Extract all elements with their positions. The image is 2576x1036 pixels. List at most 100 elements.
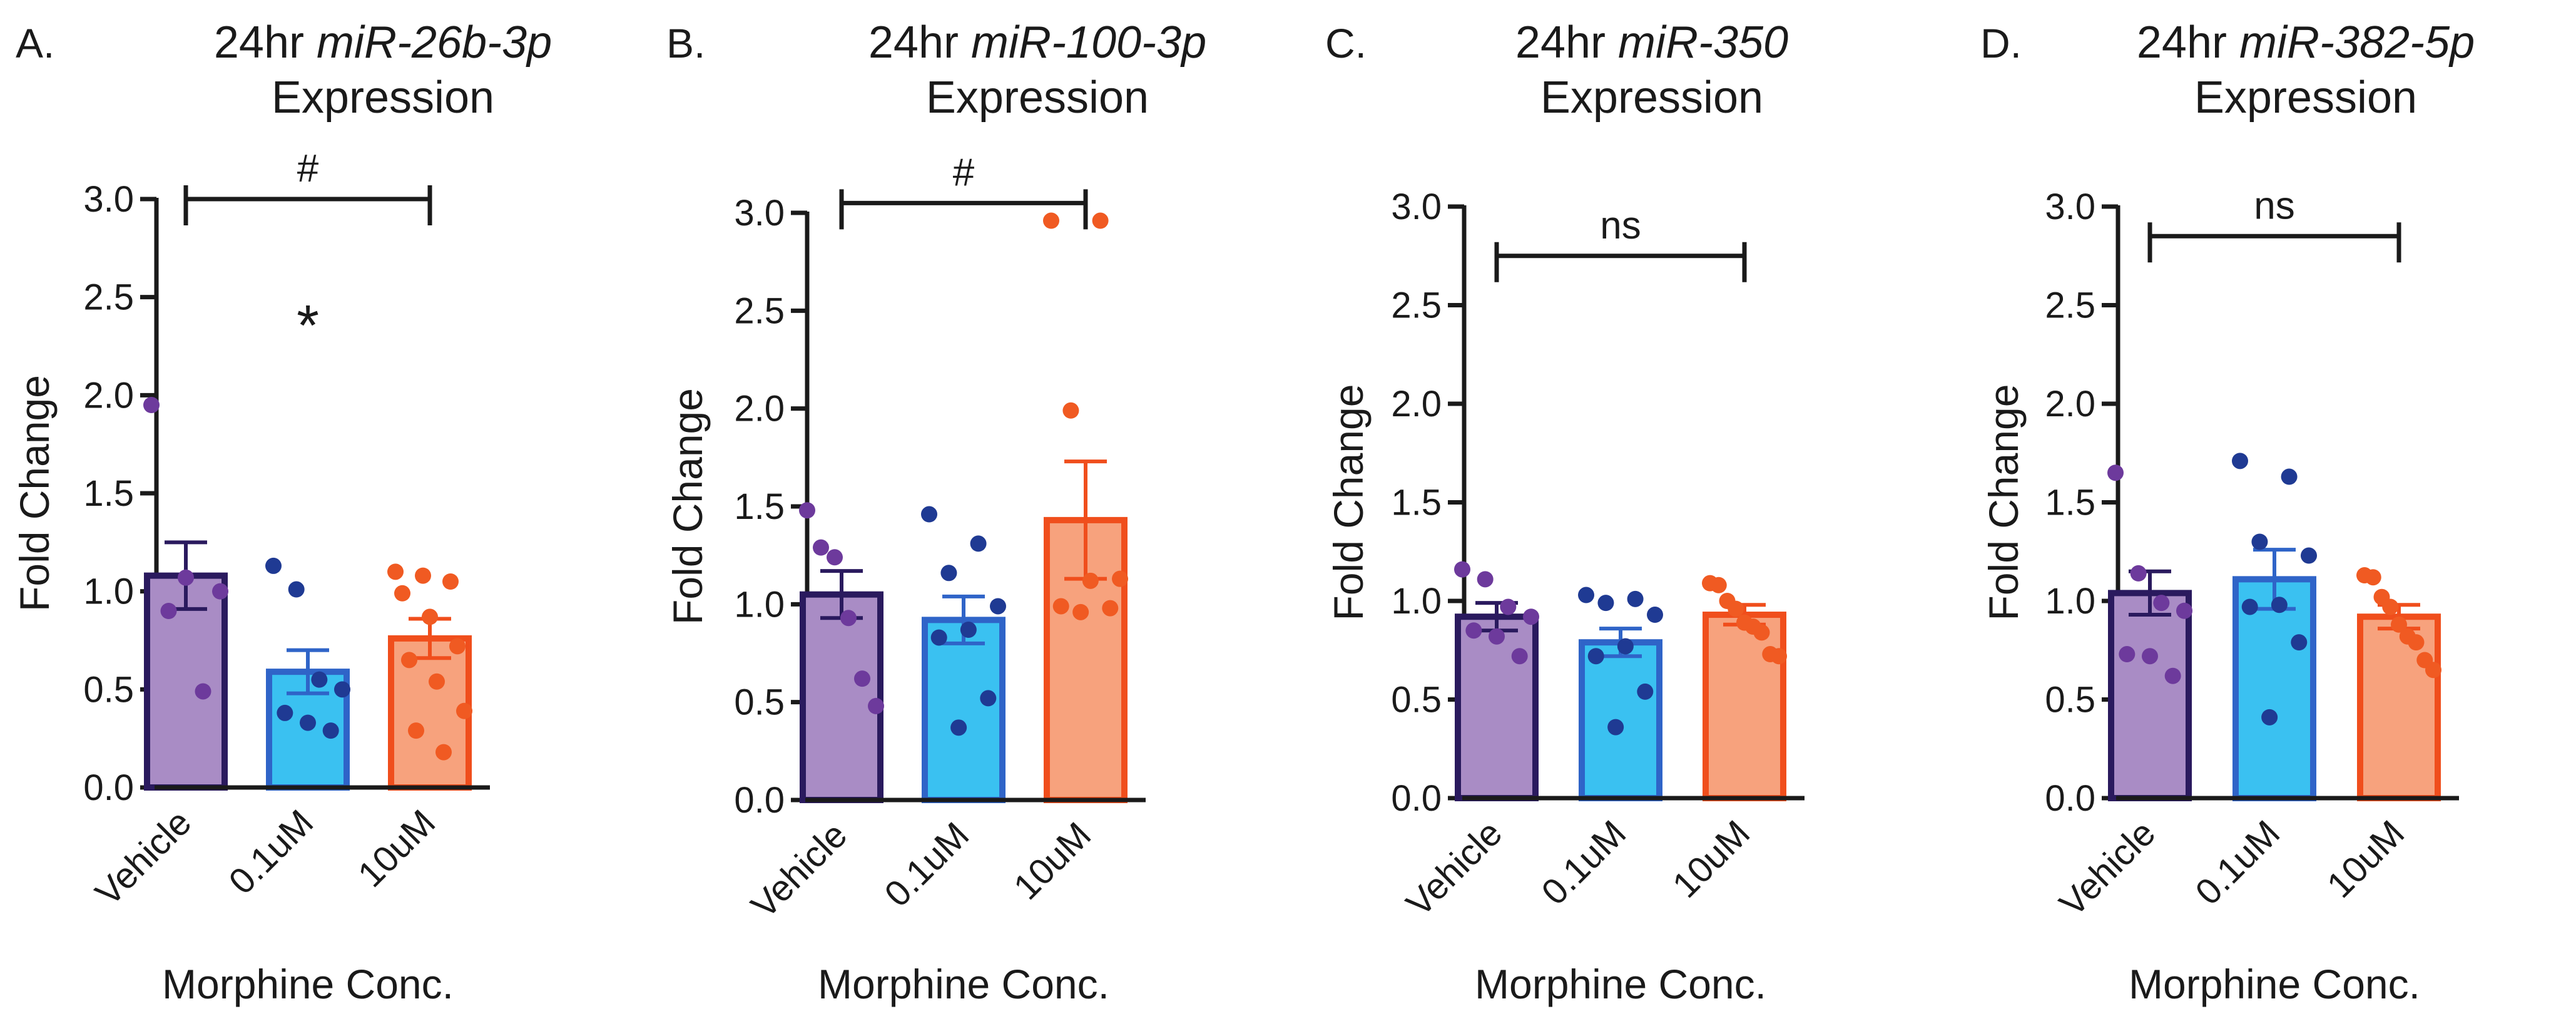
data-point: [212, 583, 228, 600]
x-tick-label: 0.1uM: [877, 814, 977, 915]
y-tick-label: 2.5: [1391, 285, 1442, 326]
panel-label: B.: [666, 20, 705, 66]
data-point: [2271, 597, 2288, 613]
y-tick-label: 2.5: [83, 277, 134, 318]
x-tick-label: Vehicle: [2052, 813, 2163, 924]
data-point: [1523, 608, 1539, 625]
data-point: [1489, 628, 1505, 645]
data-point: [2425, 662, 2441, 679]
sig-bracket-label: ns: [1600, 204, 1641, 247]
y-tick-label: 2.5: [734, 290, 785, 331]
bar: [1579, 639, 1662, 802]
data-point: [1710, 577, 1727, 593]
data-point: [1617, 638, 1634, 655]
data-point: [394, 585, 410, 602]
x-tick-label: 10uM: [2319, 813, 2413, 906]
y-tick-label: 1.5: [83, 473, 134, 514]
data-point: [1092, 212, 1109, 229]
x-tick-label: 0.1uM: [221, 802, 321, 902]
y-tick-label: 2.0: [1391, 384, 1442, 424]
y-tick-label: 1.0: [734, 584, 785, 625]
data-point: [799, 502, 815, 519]
title-prefix: 24hr: [2137, 18, 2239, 68]
chart-title-line2: Expression: [1540, 73, 1763, 123]
bar: [2108, 590, 2192, 802]
y-axis-label: Fold Change: [11, 375, 58, 612]
data-point: [429, 673, 445, 690]
data-point: [1637, 683, 1654, 700]
data-point: [456, 702, 472, 719]
data-point: [408, 722, 424, 739]
bar: [922, 617, 1005, 803]
y-axis-label: Fold Change: [664, 388, 711, 625]
title-gene: miR-350: [1618, 18, 1788, 68]
data-point: [868, 697, 884, 714]
data-point: [840, 610, 857, 627]
data-point: [277, 704, 293, 721]
y-tick-label: 1.0: [1391, 581, 1442, 622]
chart-title: 24hr miR-382-5p: [2137, 18, 2475, 68]
title-gene: miR-382-5p: [2239, 18, 2475, 68]
data-point: [2301, 547, 2317, 564]
y-tick-label: 0.5: [83, 669, 134, 710]
x-tick-label: Vehicle: [743, 814, 855, 926]
data-point: [1753, 624, 1770, 641]
data-point: [2232, 453, 2248, 469]
y-tick-label: 2.0: [83, 375, 134, 416]
data-point: [265, 557, 282, 574]
data-point: [435, 744, 452, 761]
data-point: [442, 573, 459, 590]
data-point: [300, 714, 316, 731]
y-tick-label: 1.5: [1391, 483, 1442, 523]
x-tick-label: 10uM: [350, 802, 444, 895]
y-tick-label: 1.5: [2045, 483, 2095, 523]
data-point: [311, 671, 328, 688]
data-point: [1477, 571, 1494, 588]
bar: [2357, 613, 2441, 801]
data-point: [1043, 212, 1059, 229]
data-point: [2176, 602, 2192, 619]
data-point: [195, 683, 211, 700]
data-point: [178, 569, 194, 586]
title-prefix: 24hr: [868, 18, 971, 68]
y-tick-label: 0.5: [2045, 680, 2095, 721]
y-tick-label: 2.0: [734, 389, 785, 429]
data-point: [2107, 464, 2124, 481]
data-point: [143, 397, 160, 413]
y-tick-label: 1.5: [734, 486, 785, 527]
data-point: [2130, 565, 2147, 582]
x-tick-label: 0.1uM: [2187, 813, 2288, 913]
data-point: [2291, 634, 2308, 651]
x-axis-label: Morphine Conc.: [162, 961, 454, 1007]
data-point: [160, 603, 177, 619]
data-point: [930, 629, 947, 646]
y-tick-label: 3.0: [734, 193, 785, 233]
data-point: [1072, 603, 1089, 620]
y-tick-label: 3.0: [83, 179, 134, 220]
title-prefix: 24hr: [1515, 18, 1618, 68]
chart-title: 24hr miR-100-3p: [868, 18, 1206, 68]
chart-title-line2: Expression: [2194, 73, 2417, 123]
x-axis-label: Morphine Conc.: [1475, 961, 1766, 1007]
bar: [1703, 612, 1786, 801]
y-axis-label: Fold Change: [1325, 384, 1372, 621]
x-tick-label: 10uM: [1006, 814, 1099, 908]
title-prefix: 24hr: [214, 18, 317, 68]
data-point: [1647, 607, 1663, 623]
data-point: [1500, 598, 1517, 615]
data-point: [1465, 622, 1482, 639]
data-point: [813, 539, 829, 556]
data-point: [1771, 648, 1787, 665]
y-tick-label: 0.5: [1391, 680, 1442, 721]
sig-bracket-label: ns: [2254, 184, 2294, 227]
title-gene: miR-100-3p: [971, 18, 1206, 68]
data-point: [2261, 709, 2278, 726]
data-point: [2119, 646, 2136, 663]
bar: [800, 591, 883, 803]
y-tick-label: 1.0: [2045, 581, 2095, 622]
data-point: [2153, 595, 2170, 612]
data-point: [1052, 598, 1069, 615]
chart-title-line2: Expression: [926, 73, 1149, 123]
